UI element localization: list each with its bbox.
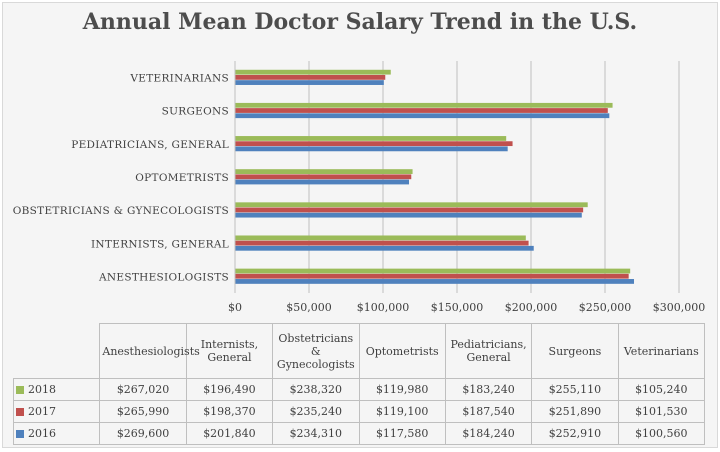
table-column-header: Pediatricians, General	[444, 323, 533, 379]
bar	[235, 136, 507, 141]
legend-entry: 2016	[12, 422, 101, 445]
bar	[235, 146, 508, 152]
table-cell: $234,310	[272, 422, 360, 445]
bar	[235, 169, 413, 174]
table-cell: $269,600	[99, 422, 187, 445]
legend-entry: 2017	[12, 400, 101, 423]
y-category-label: SURGEONS	[162, 106, 229, 118]
legend-swatch	[16, 408, 24, 416]
legend-entry: 2018	[12, 378, 101, 401]
bar	[235, 80, 384, 85]
bar	[235, 113, 610, 119]
legend-label: 2016	[28, 427, 56, 440]
table-column-header: Anesthesiologists	[99, 323, 200, 379]
bar	[235, 179, 410, 185]
table-header-row: Anesthesiologists Internists, General Obst…	[13, 323, 706, 379]
bar	[235, 74, 386, 80]
table-cell: $105,240	[617, 378, 706, 401]
bar	[235, 279, 635, 284]
legend-swatch	[16, 386, 24, 394]
table-column-header: Surgeons	[531, 323, 619, 379]
table-column-header: Optometrists	[358, 323, 446, 379]
bar	[235, 108, 608, 113]
bar	[235, 235, 526, 241]
table-cell: $187,540	[444, 400, 533, 423]
table-cell: $184,240	[444, 422, 533, 445]
y-category-label: OBSTETRICIANS & GYNECOLOGISTS	[13, 205, 229, 217]
legend-label: 2017	[28, 405, 56, 418]
legend-label: 2018	[28, 383, 56, 396]
table-cell: $101,530	[617, 400, 706, 423]
bar	[235, 69, 391, 75]
table-corner	[13, 323, 101, 379]
table-cell: $267,020	[99, 378, 187, 401]
table-column-header: Internists, General	[185, 323, 274, 379]
legend-swatch	[16, 430, 24, 438]
x-tick-label: $300,000	[653, 301, 706, 314]
table-cell: $198,370	[185, 400, 274, 423]
table-cell: $183,240	[444, 378, 533, 401]
table-cell: $251,890	[531, 400, 619, 423]
bar	[235, 207, 584, 213]
y-category-label: OPTOMETRISTS	[135, 172, 229, 184]
bar	[235, 102, 613, 108]
table-cell: $235,240	[272, 400, 360, 423]
x-tick-label: $150,000	[431, 301, 484, 314]
bar	[235, 240, 529, 246]
x-tick-label: $100,000	[357, 301, 410, 314]
table-column-header: Veterinarians	[617, 323, 706, 379]
x-tick-label: $50,000	[286, 301, 332, 314]
x-tick-label: $0	[228, 301, 242, 314]
x-tick-label: $250,000	[579, 301, 632, 314]
table-column-header: Obstetricians & Gynecologists	[272, 323, 360, 379]
bar	[235, 245, 534, 251]
table-cell: $196,490	[185, 378, 274, 401]
table-cell: $255,110	[531, 378, 619, 401]
table-cell: $238,320	[272, 378, 360, 401]
chart-title: Annual Mean Doctor Salary Trend in the U…	[82, 9, 638, 35]
table-row: 2016 $269,600 $201,840 $234,310 $117,580 $184…	[12, 422, 706, 445]
bar	[235, 212, 582, 218]
table-row: 2018 $267,020 $196,490 $238,320 $119,980 $183…	[12, 378, 706, 401]
table-cell: $119,100	[358, 400, 446, 423]
bar	[235, 174, 412, 180]
x-tick-label: $200,000	[505, 301, 558, 314]
bar	[235, 268, 631, 274]
y-category-label: ANESTHESIOLOGISTS	[98, 271, 229, 283]
y-category-label: PEDIATRICIANS, GENERAL	[71, 139, 229, 151]
table-cell: $119,980	[358, 378, 446, 401]
y-category-label: INTERNISTS, GENERAL	[91, 238, 229, 250]
table-cell: $265,990	[99, 400, 187, 423]
table-row: 2017 $265,990 $198,370 $235,240 $119,100 $187…	[12, 400, 706, 423]
bar-chart: $0 $50,000 $100,000 $150,000 $200,000 $250,00…	[13, 61, 706, 314]
bar	[235, 141, 513, 147]
bar	[235, 273, 629, 279]
table-cell: $100,560	[617, 422, 706, 445]
data-table: Anesthesiologists Internists, General Obst…	[12, 323, 706, 445]
bar	[235, 202, 588, 208]
table-cell: $201,840	[185, 422, 274, 445]
y-category-label: VETERINARIANS	[129, 73, 229, 85]
table-cell: $117,580	[358, 422, 446, 445]
table-body: 2018 $267,020 $196,490 $238,320 $119,980 $183…	[12, 378, 706, 445]
table-cell: $252,910	[531, 422, 619, 445]
